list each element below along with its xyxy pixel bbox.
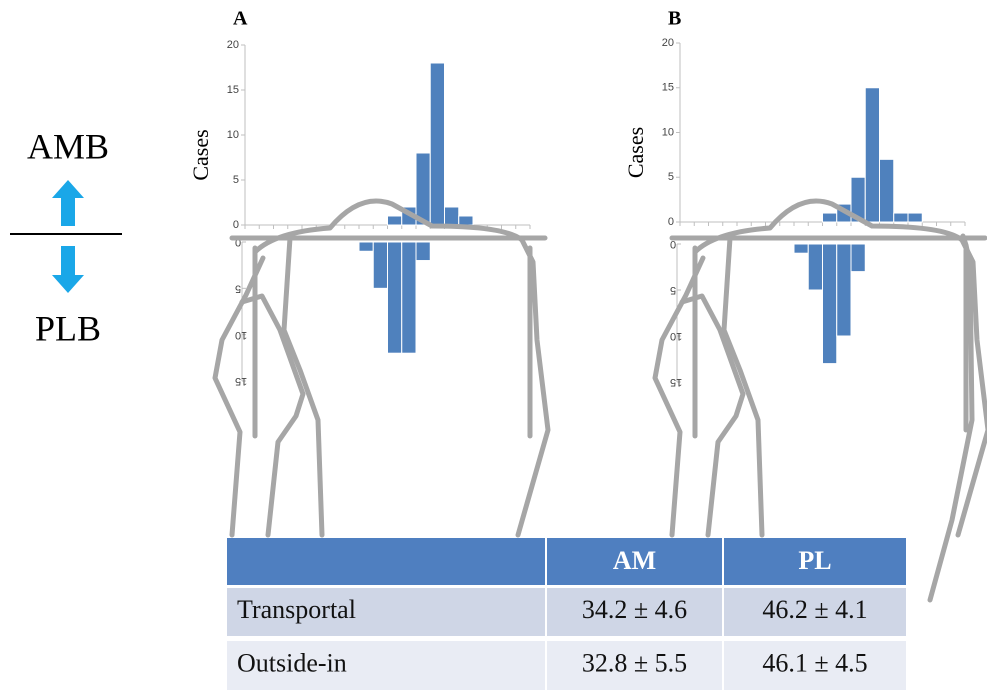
knee-outline bbox=[242, 296, 303, 535]
y-tick-label: 10 bbox=[227, 129, 239, 141]
knee-outline bbox=[724, 238, 762, 535]
bar bbox=[416, 153, 430, 225]
chart-title: A bbox=[233, 8, 248, 30]
knee-outline bbox=[284, 238, 322, 535]
table-cell-text: 34.2 ± 4.6 bbox=[582, 595, 687, 624]
y-tick-label: 0 bbox=[233, 219, 239, 231]
y-tick-label: 5 bbox=[233, 174, 239, 186]
y2-tick-label: 10 bbox=[235, 329, 247, 341]
bar bbox=[416, 242, 430, 261]
bar bbox=[880, 159, 894, 222]
table-cell-text: Transportal bbox=[237, 595, 356, 624]
bar bbox=[808, 244, 822, 290]
y-tick-label: 15 bbox=[662, 82, 674, 94]
y-tick-label: 0 bbox=[668, 216, 674, 228]
table-cell-text: Outside-in bbox=[237, 648, 347, 677]
bar bbox=[359, 242, 373, 251]
table-cell-text: 46.1 ± 4.5 bbox=[762, 648, 867, 677]
y-axis-label: Cases bbox=[188, 129, 213, 180]
y2-tick-label: 5 bbox=[235, 282, 241, 294]
table-cell-text: 32.8 ± 5.5 bbox=[582, 648, 687, 677]
bar bbox=[430, 63, 444, 225]
amb-label: AMB bbox=[27, 126, 109, 166]
bar bbox=[894, 213, 908, 222]
y-tick-label: 15 bbox=[227, 84, 239, 96]
bar bbox=[823, 244, 837, 364]
bar bbox=[837, 244, 851, 336]
chart-figure: AMB PLB ACases05101520051015BCases051015… bbox=[0, 0, 987, 690]
y2-tick-label: 15 bbox=[235, 375, 247, 387]
y-tick-label: 10 bbox=[662, 126, 674, 138]
table-header-cell: AM bbox=[613, 546, 656, 575]
table-cell-text: 46.2 ± 4.1 bbox=[762, 595, 867, 624]
down-arrow bbox=[52, 246, 84, 293]
bar bbox=[794, 244, 808, 253]
bar bbox=[445, 207, 459, 225]
bar bbox=[388, 216, 402, 225]
bar bbox=[823, 213, 837, 222]
bar bbox=[865, 88, 879, 222]
y-tick-label: 20 bbox=[227, 39, 239, 51]
y-axis-label: Cases bbox=[623, 127, 648, 178]
bar bbox=[908, 213, 922, 222]
bar bbox=[388, 242, 402, 353]
bar bbox=[373, 242, 387, 288]
bar bbox=[851, 244, 865, 272]
bar bbox=[459, 216, 473, 225]
y2-tick-label: 10 bbox=[670, 330, 682, 342]
chart-title: B bbox=[668, 8, 681, 30]
bar bbox=[402, 242, 416, 353]
up-arrow bbox=[52, 180, 84, 226]
y-tick-label: 5 bbox=[668, 171, 674, 183]
knee-outline bbox=[682, 296, 743, 535]
table-header-cell: PL bbox=[798, 546, 831, 575]
plb-label: PLB bbox=[35, 308, 101, 348]
y2-tick-label: 15 bbox=[670, 376, 682, 388]
y2-tick-label: 5 bbox=[670, 284, 676, 296]
figure: AMB PLB ACases05101520051015BCases051015… bbox=[0, 0, 987, 690]
y-tick-label: 20 bbox=[662, 37, 674, 49]
